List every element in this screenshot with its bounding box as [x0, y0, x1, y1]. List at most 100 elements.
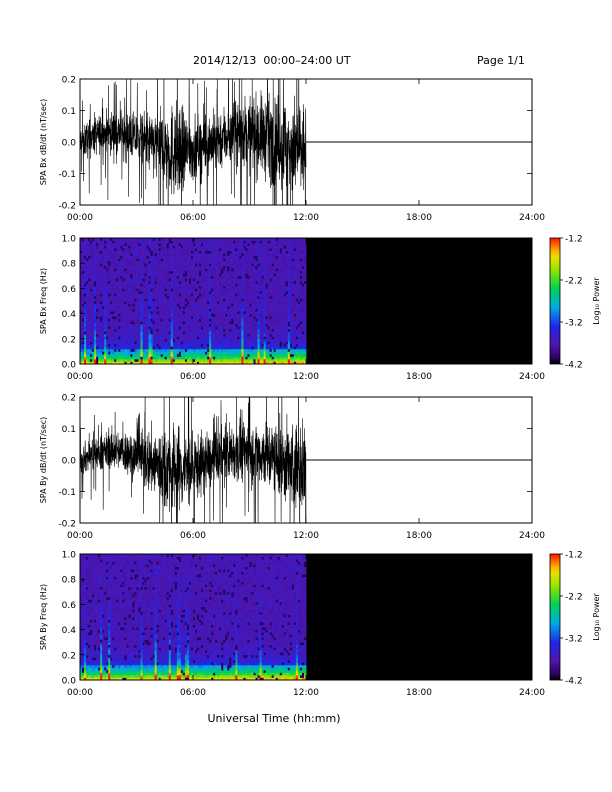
spectrogram-cell: [98, 303, 101, 307]
spectrogram-cell: [178, 346, 182, 350]
spectrogram-cell: [221, 243, 224, 246]
spectrogram-cell: [100, 306, 103, 309]
spectrogram-cell: [186, 361, 190, 365]
spectrogram-cell: [259, 301, 263, 304]
spectrogram-cell: [108, 353, 111, 357]
spectrogram-cell: [84, 321, 87, 325]
spectrogram-cell: [98, 316, 101, 320]
spectrogram-cell: [96, 273, 99, 277]
spectrogram-cell: [158, 245, 162, 249]
spectrogram-cell: [116, 268, 119, 272]
spectrogram-cell: [184, 331, 188, 335]
spectrogram-cell: [110, 290, 113, 294]
spectrogram-cell: [249, 333, 252, 337]
spectrogram-cell: [190, 318, 194, 322]
spectrogram-cell: [209, 275, 212, 279]
spectrogram-cell: [225, 273, 228, 277]
spectrogram-cell: [211, 258, 214, 262]
spectrogram-cell: [205, 351, 208, 355]
spectrogram-cell: [211, 298, 214, 302]
spectrogram-cell: [182, 245, 186, 249]
spectrogram-cell: [207, 328, 210, 332]
spectrogram-cell: [126, 323, 129, 327]
spectrogram-cell: [239, 348, 242, 352]
spectrogram-cell: [148, 308, 152, 312]
spectrogram-cell: [132, 288, 135, 292]
spectrogram-cell: [237, 358, 240, 362]
spectrogram-cell: [193, 321, 196, 325]
spectrogram-cell: [110, 295, 113, 299]
spectrogram-cell: [164, 308, 168, 312]
spectrogram-cell: [265, 351, 269, 355]
spectrogram-cell: [104, 351, 107, 355]
spectrogram-cell: [124, 295, 127, 299]
spectrogram-cell: [116, 260, 119, 264]
spectrogram-cell: [168, 308, 172, 312]
spectrogram-cell: [257, 331, 260, 335]
spectrogram-cell: [156, 358, 160, 362]
spectrogram-cell: [241, 283, 244, 287]
spectrogram-cell: [267, 280, 271, 284]
spectrogram-cell: [120, 293, 123, 297]
spectrogram-cell: [98, 290, 101, 294]
spectrogram-cell: [126, 278, 129, 282]
spectrogram-cell: [164, 250, 168, 254]
spectrogram-cell: [225, 358, 228, 362]
spectrogram-cell: [231, 323, 234, 327]
spectrogram-cell: [186, 253, 190, 257]
spectrogram-cell: [257, 290, 260, 294]
spectrogram-cell: [257, 343, 260, 347]
spectrogram-cell: [92, 328, 95, 332]
spectrogram-cell: [124, 308, 127, 312]
spectrogram-cell: [178, 311, 182, 314]
spectrogram-cell: [96, 341, 99, 345]
spectrogram-cell: [261, 268, 265, 272]
spectrogram-cell: [265, 346, 269, 350]
spectrogram-cell: [265, 353, 269, 357]
spectrogram-cell: [229, 268, 232, 272]
spectrogram-cell: [231, 326, 234, 330]
spectrogram-cell: [102, 238, 105, 241]
spectrogram-cell: [217, 263, 220, 267]
spectrogram-cell: [148, 361, 152, 365]
spectrogram-cell: [207, 273, 210, 277]
spectrogram-cell: [134, 283, 137, 287]
spectrogram-cell: [110, 313, 113, 317]
spectrogram-cell: [128, 270, 131, 274]
spectrogram-cell: [108, 348, 111, 352]
spectrogram-cell: [130, 260, 133, 264]
spectrogram-cell: [128, 268, 131, 272]
spectrogram-cell: [174, 255, 178, 259]
spectrogram-cell: [184, 285, 188, 289]
spectrogram-cell: [239, 338, 242, 342]
spectrogram-cell: [138, 238, 141, 241]
spectrogram-cell: [142, 361, 145, 365]
spectrogram-cell: [144, 265, 147, 269]
spectrogram-cell: [261, 313, 265, 317]
spectrogram-cell: [160, 313, 164, 317]
spectrogram-cell: [158, 250, 162, 254]
spectrogram-cell: [136, 346, 139, 350]
spectrogram-cell: [203, 341, 206, 345]
spectrogram-cell: [243, 288, 246, 292]
spectrogram-cell: [168, 358, 172, 362]
spectrogram-cell: [134, 341, 137, 345]
spectrogram-cell: [102, 313, 105, 317]
spectrogram-cell: [120, 356, 123, 360]
spectrogram-cell: [231, 238, 234, 241]
spectrogram-cell: [229, 316, 232, 320]
spectrogram-cell: [186, 336, 190, 340]
spectrogram-cell: [164, 255, 168, 259]
spectrogram-cell: [184, 353, 188, 357]
spectrogram-cell: [94, 270, 97, 274]
spectrogram-cell: [146, 353, 150, 357]
spectrogram-cell: [88, 358, 91, 362]
spectrogram-cell: [221, 278, 224, 282]
spectrogram-cell: [190, 353, 194, 357]
spectrogram-cell: [136, 293, 139, 297]
spectrogram-cell: [241, 348, 244, 352]
spectrogram-cell: [207, 268, 210, 272]
spectrogram-cell: [233, 356, 236, 360]
spectrogram-cell: [98, 353, 101, 357]
spectrogram-cell: [199, 326, 202, 330]
